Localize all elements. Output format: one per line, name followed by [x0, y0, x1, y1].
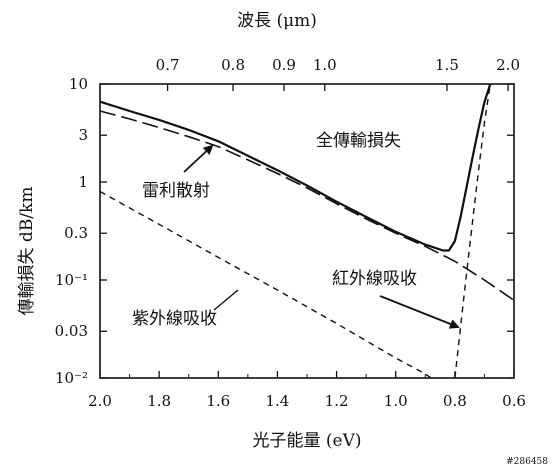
top-tick-label: 2.0 — [496, 56, 520, 74]
annotation-label: 雷利散射 — [142, 181, 210, 201]
top-tick-label: 0.7 — [156, 56, 180, 74]
series-line-全傳輸損失 — [99, 83, 492, 252]
x-tick-label: 1.2 — [325, 392, 349, 410]
annotation-label: 紫外線吸收 — [132, 309, 217, 329]
x-tick-label: 1.8 — [147, 392, 171, 410]
y-tick-label: 0.3 — [64, 224, 88, 242]
top-axis-title: 波長 (μm) — [237, 11, 317, 31]
y-tick-label: 10⁻² — [55, 369, 88, 387]
x-tick-label: 1.6 — [206, 392, 230, 410]
x-tick-label: 0.6 — [502, 392, 526, 410]
series-line-紫外線吸收 — [99, 190, 432, 379]
x-tick-label: 2.0 — [88, 392, 112, 410]
series-line-紅外線吸收 — [454, 83, 491, 379]
x-tick-label: 0.8 — [443, 392, 467, 410]
x-axis-title: 光子能量 (eV) — [252, 431, 361, 451]
x-tick-label: 1.4 — [265, 392, 289, 410]
series-line-雷利散射 — [99, 110, 515, 301]
top-tick-label: 0.9 — [272, 56, 296, 74]
plot-frame — [99, 83, 515, 379]
y-tick-label: 3 — [78, 126, 88, 144]
y-axis-title: 傳輸損失 dB/km — [17, 187, 37, 316]
annotation-arrow — [379, 295, 460, 329]
y-tick-label: 0.03 — [55, 322, 88, 340]
annotation-arrow — [183, 144, 214, 173]
y-tick-label: 1 — [78, 173, 88, 191]
top-tick-label: 1.0 — [313, 56, 337, 74]
annotation-leader — [213, 289, 239, 311]
annotation-label: 全傳輸損失 — [316, 131, 401, 151]
watermark: #286458 — [506, 457, 548, 467]
annotation-label: 紅外線吸收 — [332, 269, 417, 289]
x-tick-label: 1.0 — [384, 392, 408, 410]
y-tick-label: 10 — [69, 75, 88, 93]
top-tick-label: 1.5 — [435, 56, 459, 74]
y-tick-label: 10⁻¹ — [55, 271, 88, 289]
top-tick-label: 0.8 — [221, 56, 245, 74]
